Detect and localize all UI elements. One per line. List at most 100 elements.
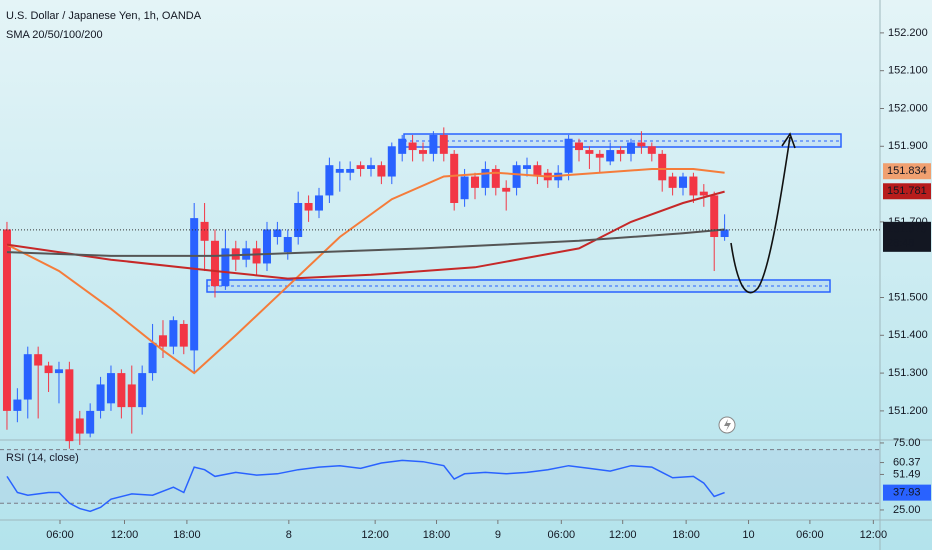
candle-body bbox=[502, 187, 511, 192]
candle-body bbox=[575, 142, 584, 151]
candle-body bbox=[304, 202, 313, 211]
candle-body bbox=[252, 248, 261, 264]
candle-body bbox=[106, 373, 115, 404]
x-tick-label: 06:00 bbox=[46, 529, 74, 541]
candle-body bbox=[606, 150, 615, 162]
candle-body bbox=[221, 248, 230, 287]
candle-body bbox=[439, 134, 448, 154]
candle-body bbox=[231, 248, 240, 260]
candle-body bbox=[398, 138, 407, 154]
price-badge-label: 151.834 bbox=[887, 165, 927, 177]
candle-body bbox=[44, 365, 53, 374]
candle-body bbox=[294, 202, 303, 238]
candle-body bbox=[127, 384, 136, 408]
candle-body bbox=[54, 369, 63, 374]
x-tick-label: 06:00 bbox=[548, 529, 576, 541]
candle-body bbox=[366, 165, 375, 169]
sma-line bbox=[6, 168, 725, 375]
x-tick-label: 12:00 bbox=[609, 529, 637, 541]
candle-body bbox=[491, 168, 500, 188]
candle-body bbox=[138, 373, 147, 408]
chart-title: U.S. Dollar / Japanese Yen, 1h, OANDA bbox=[6, 10, 202, 22]
sma-line bbox=[6, 228, 725, 257]
candle-body bbox=[595, 153, 604, 158]
y-tick-label: 151.200 bbox=[888, 405, 928, 417]
y-tick-label: 151.900 bbox=[888, 140, 928, 152]
candle-body bbox=[75, 418, 84, 434]
candle-body bbox=[283, 237, 292, 253]
candle-body bbox=[689, 176, 698, 196]
last-price-badge bbox=[883, 221, 931, 252]
arrow-head bbox=[781, 132, 796, 149]
x-tick-label: 18:00 bbox=[423, 529, 451, 541]
candle-body bbox=[647, 146, 656, 154]
candle-body bbox=[710, 195, 719, 238]
alert-icon-bolt bbox=[724, 419, 731, 431]
candle-body bbox=[533, 165, 542, 177]
x-tick-label: 18:00 bbox=[672, 529, 700, 541]
candle-body bbox=[564, 138, 573, 173]
candle-body bbox=[585, 150, 594, 154]
candle-body bbox=[190, 218, 199, 351]
candle-body bbox=[158, 335, 167, 347]
candle-body bbox=[179, 323, 188, 347]
indicator-legend: SMA 20/50/100/200 bbox=[6, 29, 103, 41]
candle-body bbox=[148, 342, 157, 374]
x-tick-label: 9 bbox=[495, 529, 501, 541]
y-tick-label: 151.300 bbox=[888, 367, 928, 379]
x-tick-label: 06:00 bbox=[796, 529, 824, 541]
projection-arrow bbox=[730, 136, 791, 294]
y-tick-label: 151.400 bbox=[888, 329, 928, 341]
candle-body bbox=[668, 176, 677, 188]
candle-body bbox=[117, 373, 126, 408]
y-tick-label: 152.100 bbox=[888, 65, 928, 77]
x-tick-label: 12:00 bbox=[860, 529, 888, 541]
candle-body bbox=[387, 146, 396, 177]
candle-body bbox=[408, 142, 417, 151]
candle-body bbox=[34, 354, 43, 366]
x-tick-label: 10 bbox=[742, 529, 754, 541]
candle-body bbox=[512, 165, 521, 188]
y-tick-label: 60.37 bbox=[893, 456, 921, 468]
candle-body bbox=[658, 153, 667, 181]
candle-body bbox=[616, 150, 625, 154]
y-tick-label: 51.49 bbox=[893, 468, 921, 480]
candle-body bbox=[169, 320, 178, 347]
candle-body bbox=[481, 168, 490, 188]
x-tick-label: 12:00 bbox=[111, 529, 139, 541]
candle-body bbox=[720, 229, 729, 238]
sma-line bbox=[6, 190, 725, 280]
price-badge-label: 151.781 bbox=[887, 185, 927, 197]
rsi-badge-label: 37.93 bbox=[893, 487, 921, 499]
candle-body bbox=[418, 150, 427, 154]
candle-body bbox=[523, 165, 532, 169]
candle-body bbox=[356, 165, 365, 169]
x-tick-label: 8 bbox=[286, 529, 292, 541]
candle-body bbox=[273, 229, 282, 238]
countdown-label: 28:48 bbox=[887, 238, 915, 250]
y-tick-label: 152.000 bbox=[888, 102, 928, 114]
candle-body bbox=[2, 229, 11, 411]
candle-body bbox=[637, 142, 646, 147]
y-tick-label: 25.00 bbox=[893, 504, 921, 516]
y-tick-label: 151.500 bbox=[888, 291, 928, 303]
candle-body bbox=[96, 384, 105, 411]
candle-body bbox=[325, 165, 334, 196]
candle-body bbox=[335, 168, 344, 173]
price-badge bbox=[883, 163, 931, 180]
candle-body bbox=[23, 354, 32, 400]
main-pane bbox=[206, 133, 842, 293]
candle-body bbox=[65, 369, 74, 442]
candle-body bbox=[627, 142, 636, 154]
candle-body bbox=[429, 134, 438, 154]
last-price-label: 151.679 bbox=[887, 224, 927, 236]
rsi-badge bbox=[883, 484, 931, 501]
price-badge bbox=[883, 183, 931, 200]
candle-body bbox=[346, 168, 355, 173]
candle-body bbox=[86, 410, 95, 434]
candle-body bbox=[262, 229, 271, 264]
candle-body bbox=[377, 165, 386, 177]
